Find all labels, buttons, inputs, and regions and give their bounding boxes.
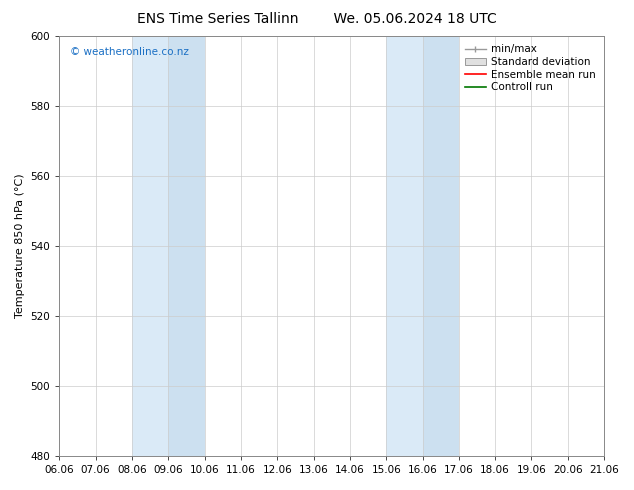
Bar xyxy=(168,36,205,456)
Text: ENS Time Series Tallinn        We. 05.06.2024 18 UTC: ENS Time Series Tallinn We. 05.06.2024 1… xyxy=(137,12,497,26)
Bar xyxy=(422,36,459,456)
Bar xyxy=(132,36,168,456)
Y-axis label: Temperature 850 hPa (°C): Temperature 850 hPa (°C) xyxy=(15,174,25,318)
Bar xyxy=(386,36,422,456)
Legend: min/max, Standard deviation, Ensemble mean run, Controll run: min/max, Standard deviation, Ensemble me… xyxy=(462,41,599,96)
Text: © weatheronline.co.nz: © weatheronline.co.nz xyxy=(70,47,189,57)
